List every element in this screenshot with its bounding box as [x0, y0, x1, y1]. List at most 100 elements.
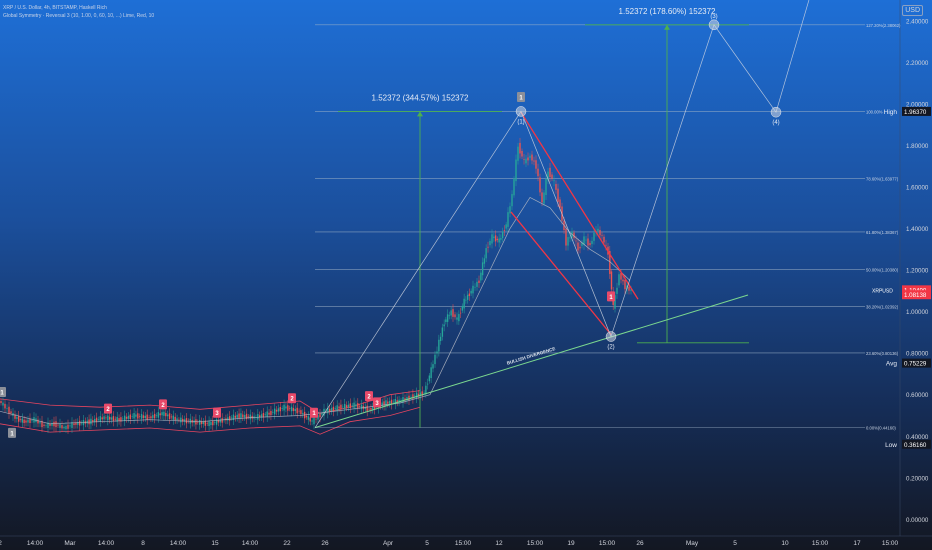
- price-candle: [616, 288, 617, 294]
- price-candle: [485, 248, 486, 258]
- price-candle: [340, 405, 341, 410]
- price-candle: [447, 314, 448, 322]
- price-candle: [298, 411, 299, 412]
- wave-point-marker: [709, 20, 719, 30]
- fib-level-label: 0.00%(0.44160): [866, 426, 896, 431]
- price-candle: [133, 413, 134, 419]
- wave-point-label: (2): [607, 345, 614, 351]
- price-candle: [366, 406, 367, 412]
- price-candle: [126, 417, 127, 419]
- price-candle: [266, 411, 267, 417]
- wave-point-label: (3): [710, 14, 717, 20]
- price-candle: [521, 151, 522, 157]
- price-candle: [319, 414, 320, 417]
- price-candle: [31, 420, 32, 421]
- bullish-divergence-line: [315, 295, 748, 428]
- x-axis-tick-label: 14:00: [170, 540, 187, 547]
- price-candle: [474, 287, 475, 288]
- price-candle: [283, 405, 284, 411]
- price-candle: [20, 419, 21, 420]
- price-candle: [197, 422, 198, 423]
- x-axis-tick-label: May: [686, 540, 699, 547]
- wave-point-marker: [771, 107, 781, 117]
- price-candle: [18, 416, 19, 422]
- price-candle: [131, 416, 132, 417]
- price-candle: [199, 420, 200, 425]
- price-candle: [454, 314, 455, 317]
- price-candle: [236, 415, 237, 418]
- price-tag-name: Low: [885, 442, 897, 449]
- price-candle: [248, 417, 249, 418]
- price-candle: [434, 355, 435, 364]
- price-candle: [10, 411, 11, 413]
- price-candle: [577, 243, 578, 251]
- fib-level-label: 100.00%: [866, 109, 883, 114]
- price-candle: [469, 294, 470, 296]
- x-axis-tick-label: 15: [211, 540, 219, 547]
- price-candle: [63, 427, 64, 429]
- price-candle: [624, 280, 625, 289]
- price-candle: [511, 194, 512, 206]
- price-candle: [313, 418, 314, 425]
- price-candle: [487, 247, 488, 248]
- price-candle: [280, 407, 281, 411]
- wave-point-marker: [516, 106, 526, 116]
- price-candle: [169, 413, 170, 419]
- price-candle: [238, 414, 239, 418]
- price-candle: [545, 179, 546, 195]
- price-candle: [274, 409, 275, 415]
- measure-label: 1.52372 (178.60%) 152372: [619, 7, 717, 16]
- fib-level-label: 127.20%(2.38062): [866, 23, 901, 28]
- price-candle: [161, 412, 162, 415]
- y-axis-tick-label: 1.80000: [906, 143, 929, 150]
- price-candle: [61, 425, 62, 428]
- price-candle: [2, 403, 3, 406]
- price-candle: [579, 247, 580, 249]
- price-candle: [154, 414, 155, 418]
- price-candle: [551, 175, 552, 179]
- price-candle: [81, 423, 82, 424]
- price-candle: [605, 245, 606, 246]
- price-candle: [423, 393, 424, 394]
- price-candle: [525, 159, 526, 164]
- price-candle: [118, 418, 119, 421]
- price-candle: [8, 407, 9, 414]
- price-candle: [350, 403, 351, 408]
- price-candle: [460, 313, 461, 314]
- price-candle: [250, 415, 251, 420]
- price-candle: [523, 159, 524, 160]
- price-candle: [79, 421, 80, 426]
- measure-label: 1.52372 (344.57%) 152372: [372, 93, 470, 102]
- price-candle: [370, 408, 371, 410]
- price-candle: [4, 404, 5, 409]
- price-candle: [565, 229, 566, 246]
- price-candle: [98, 419, 99, 420]
- price-candle: [59, 424, 60, 428]
- price-candle: [167, 415, 168, 417]
- price-candle: [515, 160, 516, 182]
- price-candle: [55, 421, 56, 427]
- wave-point-label: (4): [772, 120, 779, 126]
- price-candle: [135, 415, 136, 417]
- fib-level-label: 78.60%(1.63977): [866, 177, 899, 182]
- price-candle: [495, 235, 496, 241]
- price-candle: [227, 417, 228, 420]
- price-candle: [597, 229, 598, 231]
- price-candle: [171, 417, 172, 418]
- price-candle: [163, 412, 164, 416]
- price-candle: [229, 416, 230, 420]
- price-candle: [449, 315, 450, 316]
- price-candle: [231, 418, 232, 419]
- price-candle: [268, 413, 269, 415]
- price-tag-value: 1.08138: [904, 292, 927, 299]
- price-tag-value: 1.96370: [904, 109, 927, 116]
- y-axis-tick-label: 1.20000: [906, 268, 929, 275]
- price-candle: [567, 237, 568, 245]
- price-candle: [285, 406, 286, 408]
- y-axis-tick-label: 1.40000: [906, 226, 929, 233]
- price-candle: [150, 416, 151, 418]
- price-candle: [265, 414, 266, 415]
- price-candle: [443, 325, 444, 327]
- price-candle: [502, 231, 503, 238]
